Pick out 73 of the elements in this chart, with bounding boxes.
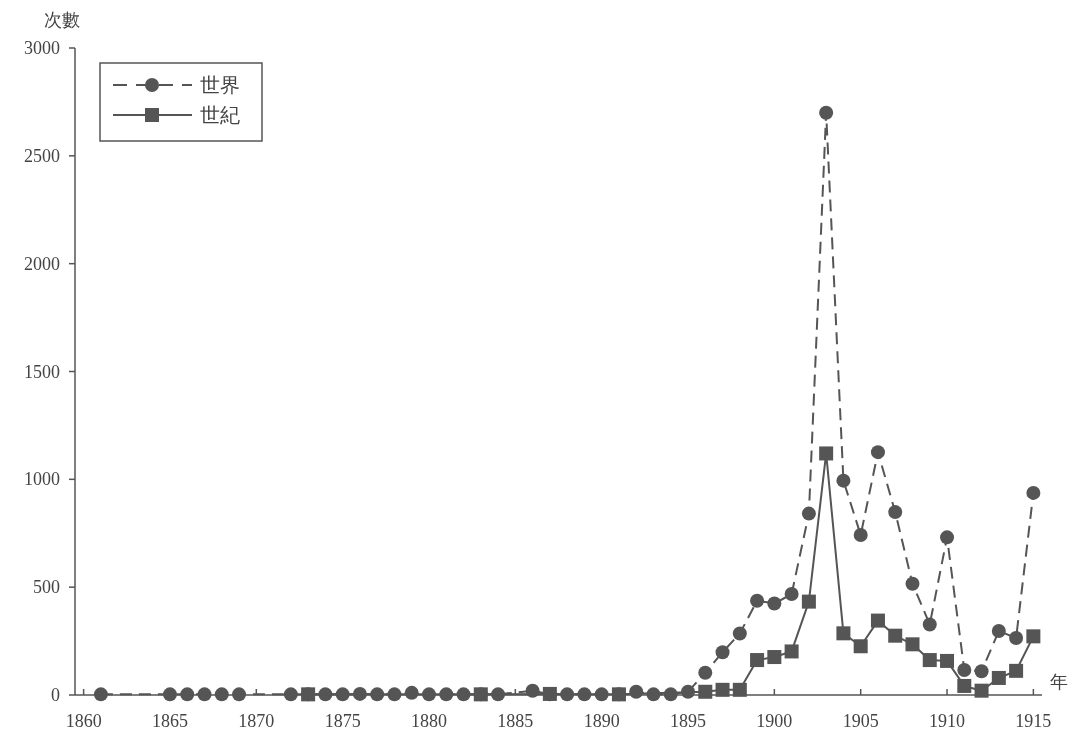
point: [784, 644, 799, 659]
x-tick-label: 1895: [670, 711, 707, 731]
point: [853, 639, 868, 654]
point: [905, 637, 920, 652]
x-tick-label: 1905: [842, 711, 879, 731]
point: [698, 665, 713, 680]
legend-label: 世界: [200, 74, 240, 96]
point: [974, 683, 989, 698]
point: [870, 613, 885, 628]
point: [905, 576, 920, 591]
y-tick-label: 1500: [24, 361, 60, 382]
point: [214, 687, 229, 702]
point: [767, 596, 782, 611]
y-tick-label: 2500: [24, 145, 60, 166]
point: [1026, 629, 1041, 644]
point: [922, 653, 937, 668]
point: [940, 530, 955, 545]
point: [750, 653, 765, 668]
y-tick-label: 3000: [24, 38, 60, 58]
point: [750, 593, 765, 608]
point: [991, 623, 1006, 638]
point: [93, 687, 108, 702]
y-axis-title: 次數: [44, 10, 80, 30]
point: [991, 670, 1006, 685]
point: [197, 687, 212, 702]
x-tick-label: 1870: [238, 711, 275, 731]
point: [767, 650, 782, 665]
x-tick-label: 1875: [324, 711, 361, 731]
x-tick-label: 1910: [929, 711, 966, 731]
y-tick-label: 500: [33, 577, 60, 598]
y-tick-label: 0: [51, 685, 60, 705]
point: [888, 628, 903, 643]
point: [888, 505, 903, 520]
x-tick-label: 1900: [756, 711, 793, 731]
point: [1009, 663, 1024, 678]
point: [957, 678, 972, 693]
y-tick-label: 1000: [24, 469, 60, 490]
point: [1026, 485, 1041, 500]
point: [283, 687, 298, 702]
point: [698, 684, 713, 699]
x-tick-label: 1880: [410, 711, 447, 731]
point: [819, 105, 834, 120]
x-tick-label: 1865: [151, 711, 188, 731]
point: [715, 645, 730, 660]
point: [732, 682, 747, 697]
x-axis-title: 年: [1050, 672, 1068, 692]
point: [611, 687, 626, 702]
legend-label: 世紀: [200, 104, 240, 126]
point: [473, 687, 488, 702]
point: [801, 594, 816, 609]
x-tick-label: 1890: [583, 711, 620, 731]
point: [853, 527, 868, 542]
point: [940, 653, 955, 668]
point: [180, 687, 195, 702]
x-tick-label: 1860: [65, 711, 102, 731]
point: [232, 687, 247, 702]
point: [715, 682, 730, 697]
point: [801, 506, 816, 521]
point: [957, 662, 972, 677]
point: [301, 687, 316, 702]
y-tick-label: 2000: [24, 253, 60, 274]
point: [870, 445, 885, 460]
point: [922, 617, 937, 632]
point: [1009, 631, 1024, 646]
x-tick-label: 1915: [1015, 711, 1052, 731]
x-tick-label: 1885: [497, 711, 534, 731]
point: [732, 626, 747, 641]
point: [836, 473, 851, 488]
point: [974, 664, 989, 679]
point: [162, 687, 177, 702]
point: [819, 446, 834, 461]
point: [784, 587, 799, 602]
point: [836, 626, 851, 641]
